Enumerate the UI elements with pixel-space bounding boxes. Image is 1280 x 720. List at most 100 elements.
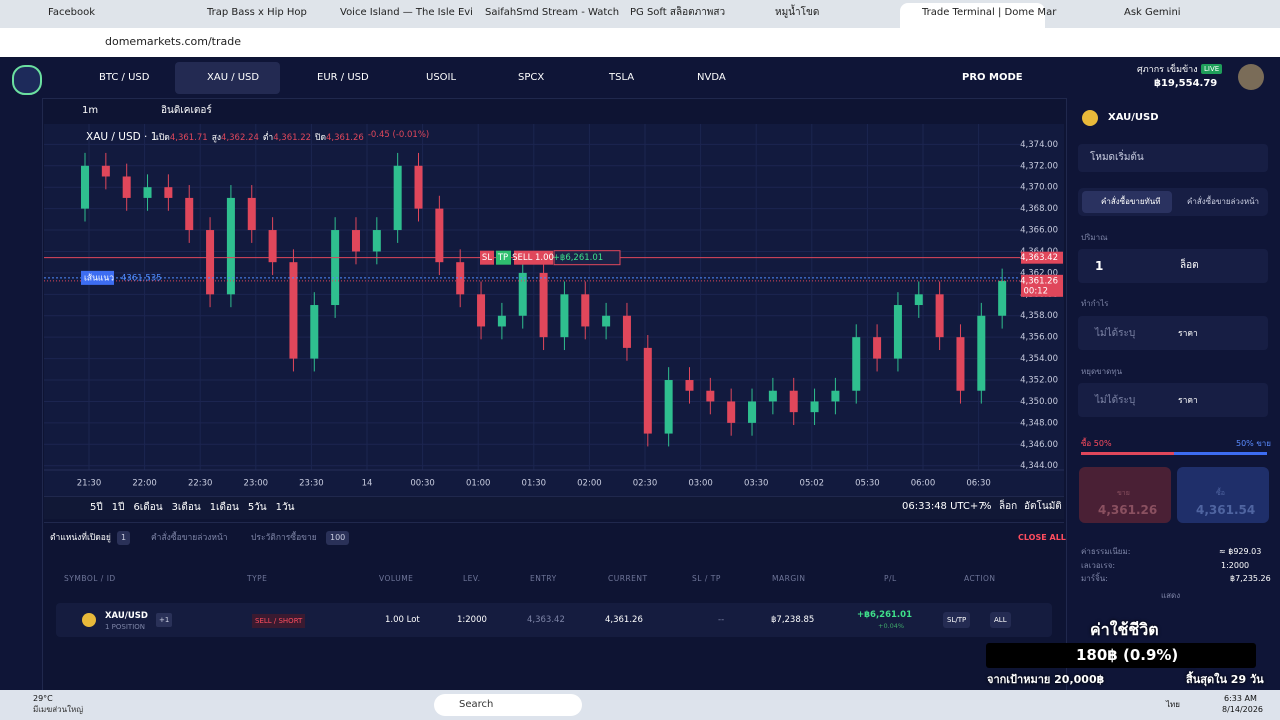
language[interactable]: ไทย xyxy=(1166,700,1180,709)
live-badge: LIVE xyxy=(1201,64,1223,74)
y-tick-label: 4,368.00 xyxy=(1020,204,1058,214)
candle-body xyxy=(560,294,569,338)
candle-body xyxy=(956,337,965,391)
chart: 4,344.00 4,346.00 4,348.00 4,350.00 4,352.00… xyxy=(44,124,1064,496)
search: Search xyxy=(459,699,494,710)
scale-option[interactable]: อัตโนมัติ xyxy=(1024,501,1062,512)
sell-button[interactable] xyxy=(1079,467,1171,523)
buy-button[interactable] xyxy=(1177,467,1269,523)
tp-input[interactable] xyxy=(1078,316,1268,350)
range[interactable]: 3เดือน xyxy=(171,502,201,513)
candle-body xyxy=(101,165,110,177)
tab[interactable]: SaifahSmd Stream - Watch xyxy=(485,7,620,18)
logo[interactable] xyxy=(12,65,42,95)
row-pl-pct: +0.04% xyxy=(878,622,905,630)
tab[interactable]: PG Soft สล็อตภาพสวย 3 มิติ xyxy=(630,7,725,18)
candle-body xyxy=(351,230,360,252)
current-label: 4,361.26 xyxy=(1020,276,1058,286)
mode-select[interactable] xyxy=(1078,144,1268,172)
indicators[interactable]: อินดิเคเตอร์ xyxy=(161,105,212,116)
range[interactable]: 5วัน xyxy=(247,502,267,513)
scale-option[interactable]: ล็อก xyxy=(999,501,1018,512)
active-tab[interactable] xyxy=(900,3,1045,28)
legend-item: ต่ำ4,361.22 xyxy=(263,130,311,144)
buy-label: ซื้อ xyxy=(1216,489,1225,497)
legend-value: 4,362.24 xyxy=(221,133,259,143)
volume-input[interactable] xyxy=(1078,249,1268,283)
chart-bg xyxy=(44,124,1064,496)
y-tick-label: 4,374.00 xyxy=(1020,140,1058,150)
tab[interactable]: Trap Bass x Hip Hop xyxy=(207,7,307,18)
search-box[interactable] xyxy=(434,694,582,716)
candle-body xyxy=(268,230,277,263)
interval[interactable]: 1m xyxy=(82,105,99,116)
volume-label: ปริมาณ xyxy=(1081,233,1108,242)
url[interactable]: domemarkets.com/trade xyxy=(105,35,241,48)
sl-input[interactable] xyxy=(1078,383,1268,417)
symbol-tab[interactable]: SPCX xyxy=(518,72,545,83)
row-current: 4,361.26 xyxy=(605,615,643,625)
tab[interactable]: หมูน้ำโขด xyxy=(775,7,820,18)
y-tick-label: 4,350.00 xyxy=(1020,397,1058,407)
positions-tab[interactable]: คำสั่งซื้อขายล่วงหน้า xyxy=(151,533,228,543)
entry-label: 4,363.42 xyxy=(1020,253,1058,263)
legend-label: สูง xyxy=(211,133,222,143)
legend-value: 4,361.26 xyxy=(325,133,364,143)
y-tick-label: 4,362.00 xyxy=(1020,268,1058,278)
show-more[interactable]: แสดง xyxy=(1161,591,1181,600)
coin-icon xyxy=(1082,110,1098,126)
symbol-tab[interactable]: TSLA xyxy=(609,72,635,83)
y-tick-label: 4,356.00 xyxy=(1020,333,1058,343)
avatar[interactable] xyxy=(1238,64,1264,90)
symbol-tab[interactable]: EUR / USD xyxy=(317,72,369,83)
entry-tag xyxy=(1021,251,1063,264)
overlay-amount: 180฿ (0.9%) xyxy=(1076,646,1179,664)
sl-label: หยุดขาดทุน xyxy=(1081,367,1123,376)
range[interactable]: 5ปี xyxy=(90,502,103,513)
y-tick-label: 4,346.00 xyxy=(1020,440,1058,450)
close-all[interactable]: CLOSE ALL xyxy=(1018,533,1066,542)
candle-body xyxy=(81,165,89,209)
gemini[interactable]: Ask Gemini xyxy=(1124,7,1181,18)
range[interactable]: 6เดือน xyxy=(133,502,163,513)
temperature: 29°C xyxy=(33,694,53,703)
tab[interactable]: Trade Terminal | Dome Mar xyxy=(922,7,1057,18)
candle-body xyxy=(331,230,340,306)
x-tick-label: 22:00 xyxy=(132,479,157,489)
tab[interactable]: Facebook xyxy=(48,7,95,18)
mode[interactable]: PRO MODE xyxy=(962,72,1023,83)
range[interactable]: 1เดือน xyxy=(209,502,239,513)
positions-tab[interactable]: ตำแหน่งที่เปิดอยู่ xyxy=(50,533,111,543)
symbol-tab[interactable]: NVDA xyxy=(697,72,726,83)
sltp-button[interactable]: SL/TP xyxy=(943,612,971,628)
symbol-tab[interactable]: BTC / USD xyxy=(99,72,150,83)
row-type: SELL / SHORT xyxy=(252,614,306,628)
x-tick-label: 06:00 xyxy=(911,479,936,489)
candle-body xyxy=(289,262,298,359)
order-tab[interactable]: คำสั่งซื้อขายล่วงหน้า xyxy=(1187,197,1260,206)
legend-change: -0.45 (-0.01%) xyxy=(367,130,430,140)
tp-price[interactable]: ราคา xyxy=(1178,329,1198,339)
positions-tab[interactable]: ประวัติการซื้อขาย xyxy=(251,533,317,543)
legend-item: สูง4,362.24 xyxy=(212,130,259,144)
chart-symbol: XAU / USD · 1 xyxy=(86,131,158,143)
scale-option[interactable]: % xyxy=(982,501,992,512)
close-button[interactable]: ALL xyxy=(990,612,1011,628)
candle-body xyxy=(539,272,548,338)
range[interactable]: 1ปี xyxy=(111,502,125,513)
candle-body xyxy=(706,390,715,402)
sl-price[interactable]: ราคา xyxy=(1178,396,1198,406)
candle-body xyxy=(748,401,757,423)
candle-body xyxy=(768,390,777,402)
order-tab[interactable]: คำสั่งซื้อขายทันที xyxy=(1101,197,1161,206)
range[interactable]: 1วัน xyxy=(275,502,295,513)
candle-body xyxy=(477,294,486,327)
ohlc-legend: เปิด4,361.71 สูง4,362.24 ต่ำ4,361.22 ปิด4,3… xyxy=(156,130,429,144)
x-tick-label: 00:30 xyxy=(410,479,435,489)
address-bar xyxy=(0,28,1280,57)
x-tick-label: 01:30 xyxy=(522,479,547,489)
symbol-tab[interactable]: XAU / USD xyxy=(207,72,260,83)
tab[interactable]: Voice Island — The Isle Evi xyxy=(340,7,473,18)
symbol-tab[interactable]: USOIL xyxy=(426,72,457,83)
